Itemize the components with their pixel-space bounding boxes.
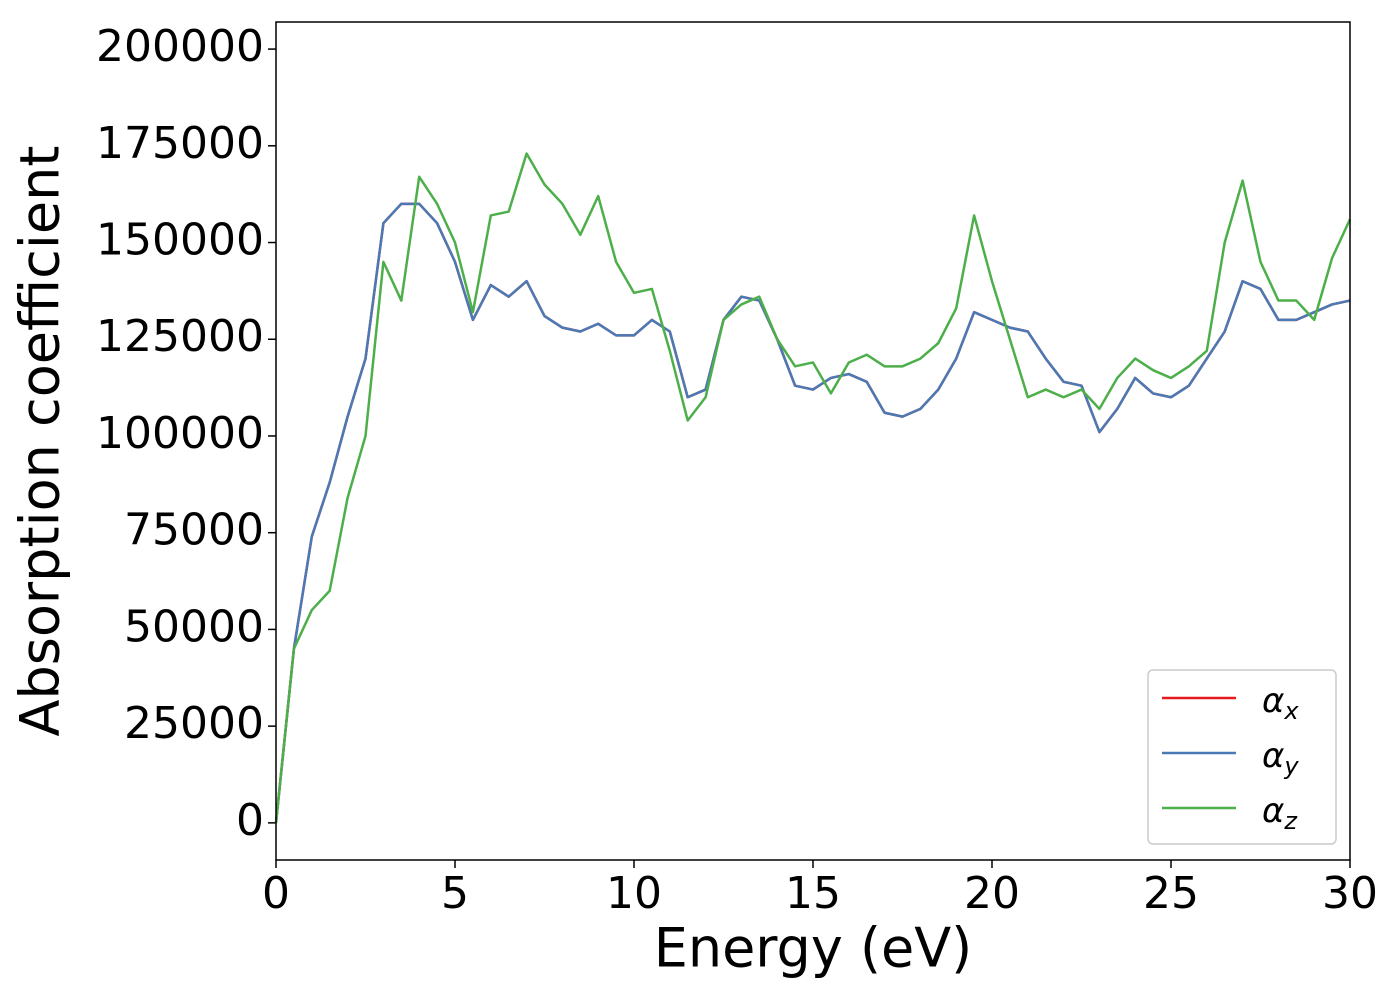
y-tick-label: 50000	[124, 601, 264, 652]
x-tick-label: 0	[262, 868, 290, 919]
series-line	[274, 152, 1352, 823]
x-tick-label: 25	[1143, 868, 1199, 919]
y-tick-label: 125000	[96, 311, 264, 362]
x-axis-label: Energy (eV)	[654, 917, 973, 980]
x-tick-label: 15	[785, 868, 841, 919]
y-tick-label: 150000	[96, 215, 264, 266]
plot-frame	[275, 21, 1351, 861]
y-tick-label: 100000	[96, 408, 264, 459]
legend-label: αz	[1262, 791, 1298, 836]
x-tick-label: 10	[606, 868, 662, 919]
y-tick-label: 200000	[96, 21, 264, 72]
legend-box	[1147, 669, 1337, 845]
x-tick-label: 20	[964, 868, 1020, 919]
series-line	[274, 202, 1351, 823]
x-tick-label: 30	[1322, 868, 1378, 919]
y-tick-label: 75000	[124, 505, 264, 556]
y-tick-label: 175000	[96, 118, 264, 169]
y-tick-label: 25000	[124, 698, 264, 749]
legend-label: αx	[1262, 681, 1299, 726]
y-tick-label: 0	[236, 795, 264, 846]
legend-label: αy	[1262, 736, 1299, 781]
legend: αx αy αz	[1147, 669, 1337, 845]
x-tick-label: 5	[441, 868, 469, 919]
y-axis-label: Absorption coefficient	[9, 146, 72, 737]
